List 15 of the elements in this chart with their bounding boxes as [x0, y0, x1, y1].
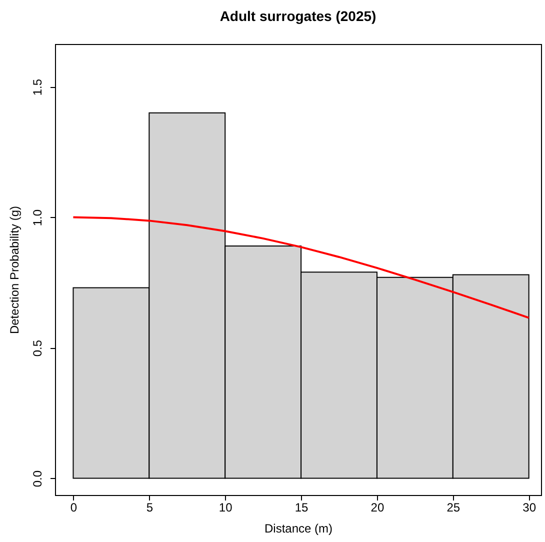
y-tick-label: 0.0 [30, 470, 44, 488]
x-tick-label: 20 [370, 500, 384, 514]
y-tick-label: 1.0 [30, 209, 44, 226]
x-tick-label: 25 [446, 500, 460, 514]
x-tick-label: 5 [146, 500, 154, 514]
x-tick-label: 15 [294, 500, 309, 514]
line-series [72, 216, 530, 319]
y-tick-label: 1.5 [30, 78, 44, 96]
x-tick-label: 10 [218, 500, 233, 514]
chart-title: Adult surrogates (2025) [220, 8, 376, 24]
y-axis-title: Detection Probability (g) [8, 206, 22, 334]
y-tick-label: 0.5 [30, 340, 44, 357]
x-axis-title: Distance (m) [264, 522, 333, 536]
x-tick-label: 30 [522, 500, 536, 514]
x-tick-label: 0 [70, 500, 78, 514]
